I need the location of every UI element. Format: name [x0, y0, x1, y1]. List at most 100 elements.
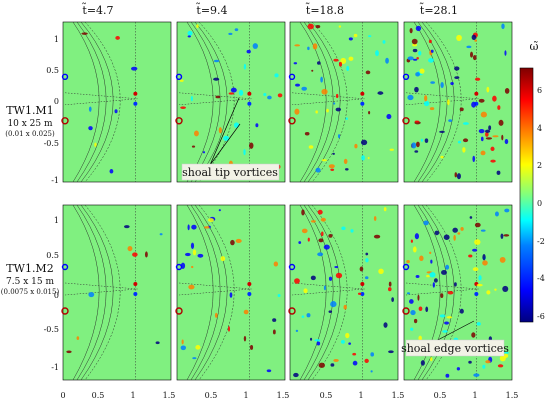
vorticity-blob — [180, 262, 186, 269]
row2-scaled: (0.0075 x 0.015) — [1, 288, 60, 296]
y-axis-row1: 1 0.5 0 -0.5 -1 — [44, 35, 59, 185]
vorticity-blob — [195, 345, 201, 350]
vorticity-blob — [127, 245, 133, 252]
vorticity-blob — [307, 23, 314, 30]
contour-line — [307, 204, 341, 381]
boundary-vortex — [61, 73, 69, 81]
tip-vortex — [247, 91, 252, 96]
vorticity-blob — [414, 120, 420, 123]
vorticity-blob — [416, 141, 420, 148]
vorticity-blob — [457, 140, 462, 144]
vorticity-blob — [414, 86, 419, 93]
y-tick-label: 1 — [54, 216, 59, 225]
vorticity-blob — [433, 278, 438, 283]
vorticity-blob — [426, 274, 430, 278]
vorticity-blob — [434, 230, 440, 236]
panel-r1-c3 — [288, 21, 399, 183]
vorticity-blob — [445, 264, 450, 270]
vorticity-blob — [308, 145, 314, 149]
boundary-vortex — [288, 117, 296, 125]
vorticity-blob — [333, 58, 339, 62]
contour-line — [84, 204, 121, 381]
vorticity-blob — [504, 88, 510, 94]
vorticity-blob — [215, 95, 221, 99]
vorticity-blob — [418, 306, 423, 311]
vorticity-blob — [353, 33, 358, 38]
vorticity-blob — [480, 150, 486, 156]
vorticity-blob — [488, 125, 492, 131]
vorticity-blob — [383, 322, 388, 328]
vorticity-blob — [255, 123, 259, 128]
vorticity-blob — [304, 132, 310, 136]
vorticity-blob — [429, 271, 436, 278]
x-axis: 0 0.5 1 1.5 0.5 1 1.5 0.5 1 1.5 0.5 1 1.… — [60, 391, 518, 400]
vorticity-blob — [411, 38, 418, 45]
panel-background — [289, 21, 399, 183]
vorticity-blob — [301, 315, 305, 318]
colorbar-gradient — [519, 67, 534, 323]
colorbar-tick-label: -6 — [537, 312, 545, 321]
vorticity-blob — [88, 291, 95, 298]
vorticity-blob — [340, 340, 345, 344]
vorticity-blob — [482, 364, 486, 369]
vorticity-blob — [415, 25, 422, 32]
vorticity-blob — [492, 135, 499, 138]
vorticity-blob — [350, 229, 354, 233]
vorticity-blob — [249, 345, 254, 350]
vorticity-blob — [230, 87, 237, 93]
vorticity-blob — [474, 222, 481, 228]
contour-line — [303, 204, 334, 381]
vorticity-blob — [333, 359, 339, 362]
vorticity-blob — [243, 63, 247, 70]
vorticity-blob — [228, 92, 234, 95]
y-tick-label: -1 — [51, 176, 59, 185]
vorticity-blob — [446, 316, 453, 319]
vorticity-blob — [346, 65, 350, 72]
vorticity-blob — [208, 218, 214, 223]
y-axis-row2: 1 0.5 0 -0.5 -1 — [44, 216, 59, 372]
vorticity-blob — [109, 169, 114, 174]
vorticity-blob — [504, 50, 507, 56]
vorticity-blob — [456, 34, 462, 42]
vorticity-blob — [348, 37, 353, 41]
vorticity-blob — [365, 70, 371, 75]
vorticity-blob — [204, 226, 210, 229]
vorticity-blob — [332, 152, 335, 155]
vorticity-blob — [416, 57, 419, 60]
vorticity-blob — [114, 109, 118, 114]
column-title-3: t̃=18.8 — [305, 3, 344, 17]
vorticity-blob — [462, 122, 469, 125]
vorticity-blob — [272, 329, 276, 335]
vorticity-blob — [486, 86, 490, 93]
vorticity-blob — [478, 98, 485, 103]
vorticity-blob — [202, 151, 206, 154]
y-tick-label: -0.5 — [44, 139, 59, 148]
boundary-vortex — [288, 263, 296, 271]
annotation-shoal-tip: shoal tip vortices — [181, 97, 280, 181]
vorticity-blob — [338, 61, 343, 67]
vorticity-blob — [188, 284, 195, 290]
row2-title: TW1.M2 — [6, 262, 53, 275]
vorticity-blob — [450, 81, 454, 86]
panel-r1-c2 — [175, 21, 286, 183]
vorticity-blob — [234, 28, 239, 32]
shoal-outline — [178, 92, 252, 106]
vorticity-blob — [468, 254, 473, 258]
colorbar-ticks: 6 4 2 0 -2 -4 -6 — [537, 86, 545, 321]
vorticity-blob — [454, 76, 460, 80]
vorticity-blob — [301, 86, 307, 91]
column-title-4: t̃=28.1 — [419, 3, 458, 17]
vorticity-blob — [307, 46, 310, 51]
vorticity-blob — [328, 276, 333, 281]
tip-vortex — [247, 292, 252, 296]
tip-vortex — [133, 91, 138, 96]
vorticity-blob — [494, 211, 499, 217]
vorticity-blob — [388, 281, 392, 287]
panel-background — [289, 204, 399, 381]
vorticity-blob — [220, 256, 226, 262]
vorticity-blob — [388, 350, 394, 354]
vorticity-blob — [500, 233, 504, 239]
vorticity-blob — [190, 95, 193, 102]
vorticity-blob — [295, 329, 299, 332]
vorticity-blob — [335, 272, 343, 279]
